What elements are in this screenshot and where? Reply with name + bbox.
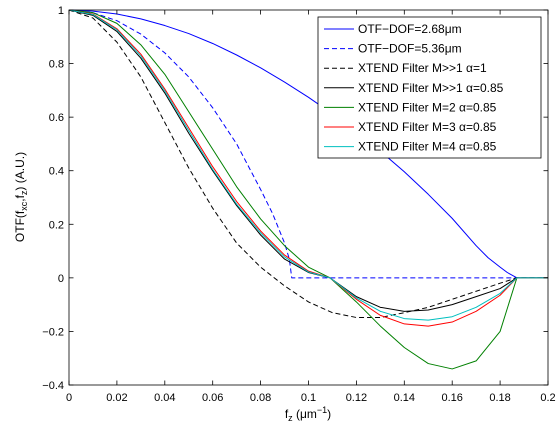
series-line-6 xyxy=(68,9,548,327)
legend-label-2: OTF−DOF=5.36μm xyxy=(358,42,462,56)
x-tick-label: 0.08 xyxy=(250,392,271,404)
x-tick-label: 0.1 xyxy=(301,392,316,404)
series-line-3 xyxy=(68,9,548,318)
series-layer xyxy=(68,9,548,370)
y-tick-label: −0.2 xyxy=(42,326,64,338)
legend: OTF−DOF=2.68μm OTF−DOF=5.36μm XTEND Filter… xyxy=(317,16,542,159)
legend-box xyxy=(317,16,542,159)
x-axis-label: fz (μm−1) xyxy=(285,405,331,423)
x-tick-label: 0.06 xyxy=(202,392,223,404)
x-tick-label: 0.04 xyxy=(154,392,175,404)
y-axis-label-pre: OTF(f xyxy=(13,210,27,242)
y-tick-label: 0.6 xyxy=(49,112,64,124)
legend-label-1: OTF−DOF=2.68μm xyxy=(358,22,462,36)
y-axis-label-sub2: z xyxy=(19,190,29,195)
x-tick-label: 0.12 xyxy=(346,392,367,404)
series-line-7 xyxy=(68,9,548,321)
x-tick-label: 0.2 xyxy=(540,392,555,404)
x-axis-label-unit-sup: −1 xyxy=(317,405,327,415)
y-axis-label: OTF(fxc,fz) (A.U.) xyxy=(13,152,29,242)
y-tick-label: 0.4 xyxy=(49,166,64,178)
x-axis-label-unit-close: ) xyxy=(327,407,331,421)
legend-label-6: XTEND Filter M=3 α=0.85 xyxy=(358,120,497,134)
tick-labels-layer: 0 0.02 0.04 0.06 0.08 0.1 0.12 0.14 0.16 0.18 0.2 −… xyxy=(42,5,555,404)
x-tick-label: 0.02 xyxy=(106,392,127,404)
x-axis-label-sub: z xyxy=(288,413,293,423)
legend-label-7: XTEND Filter M=4 α=0.85 xyxy=(358,140,497,154)
y-tick-label: 1 xyxy=(58,5,64,17)
x-tick-label: 0.18 xyxy=(489,392,510,404)
x-tick-label: 0.14 xyxy=(394,392,415,404)
y-axis-label-sub1: xc xyxy=(19,201,29,211)
y-tick-label: −0.4 xyxy=(42,380,64,392)
legend-label-3: XTEND Filter M>>1 α=1 xyxy=(358,61,487,75)
y-tick-label: 0.8 xyxy=(49,59,64,71)
y-axis-label-mid: ,f xyxy=(13,194,27,201)
y-tick-label: 0.2 xyxy=(49,219,64,231)
x-tick-label: 0.16 xyxy=(441,392,462,404)
legend-label-4: XTEND Filter M>>1 α=0.85 xyxy=(358,81,504,95)
y-tick-label: 0 xyxy=(58,273,64,285)
ticks-layer xyxy=(68,9,549,386)
y-axis-label-post: ) (A.U.) xyxy=(13,152,27,191)
series-line-4 xyxy=(68,9,548,312)
series-line-5 xyxy=(68,9,548,370)
legend-label-5: XTEND Filter M=2 α=0.85 xyxy=(358,100,497,114)
x-tick-label: 0 xyxy=(66,392,72,404)
x-axis-label-unit-open: (μm xyxy=(293,407,317,421)
series-line-2 xyxy=(68,9,548,279)
x-axis-label-main: f xyxy=(285,407,289,421)
